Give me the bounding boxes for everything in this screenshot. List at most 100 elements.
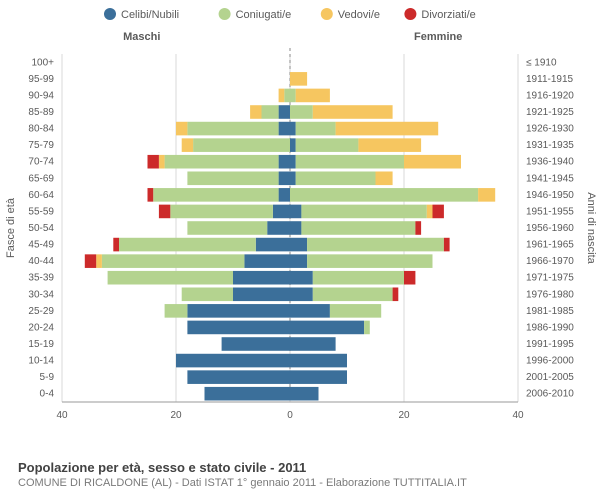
age-label: 85-89 (28, 107, 54, 118)
birth-label: 1921-1925 (526, 107, 574, 118)
bar-male (187, 171, 278, 185)
bar-female (404, 271, 415, 285)
bar-male (279, 188, 290, 202)
bar-female (296, 171, 376, 185)
right-axis-title: Anni di nascita (585, 192, 597, 264)
birth-label: ≤ 1910 (526, 57, 557, 68)
birth-label: 1946-1950 (526, 190, 574, 201)
birth-label: 1956-1960 (526, 223, 574, 234)
bar-female (290, 304, 330, 318)
bar-female (301, 221, 415, 235)
bar-female (404, 155, 461, 169)
bar-female (364, 321, 370, 335)
bar-female (290, 271, 313, 285)
bar-female (307, 254, 432, 268)
bar-male (159, 155, 165, 169)
age-label: 35-39 (28, 273, 54, 284)
male-header: Maschi (123, 31, 160, 43)
x-tick: 0 (287, 410, 293, 421)
bar-female (296, 122, 336, 136)
birth-label: 1931-1935 (526, 140, 574, 151)
age-label: 75-79 (28, 140, 54, 151)
birth-label: 1916-1920 (526, 90, 574, 101)
birth-label: 1941-1945 (526, 173, 574, 184)
age-label: 95-99 (28, 74, 54, 85)
bar-male (279, 122, 290, 136)
bar-female (290, 72, 307, 86)
bar-male (187, 221, 267, 235)
x-tick: 20 (398, 410, 410, 421)
bar-female (393, 287, 399, 301)
bar-male (148, 155, 159, 169)
age-label: 90-94 (28, 90, 54, 101)
age-label: 10-14 (28, 356, 54, 367)
left-axis-title: Fasce di età (5, 197, 17, 258)
bar-female (336, 122, 439, 136)
bar-male (113, 238, 119, 252)
bar-male (170, 205, 273, 219)
bar-male (85, 254, 96, 268)
bar-male (262, 105, 279, 119)
bar-female (290, 205, 301, 219)
age-label: 30-34 (28, 289, 54, 300)
birth-label: 1951-1955 (526, 206, 574, 217)
bar-female (376, 171, 393, 185)
bar-male (222, 337, 290, 351)
bar-female (290, 138, 296, 152)
bar-female (427, 205, 433, 219)
bar-female (290, 337, 336, 351)
bar-female (290, 354, 347, 368)
bar-female (358, 138, 421, 152)
birth-label: 1991-1995 (526, 339, 574, 350)
age-label: 65-69 (28, 173, 54, 184)
bar-female (313, 287, 393, 301)
bar-male (176, 122, 187, 136)
bar-male (205, 387, 291, 401)
bar-female (296, 89, 330, 103)
chart-subtitle: COMUNE DI RICALDONE (AL) - Dati ISTAT 1°… (0, 475, 600, 497)
x-tick: 40 (56, 410, 68, 421)
bar-male (279, 171, 290, 185)
bar-male (96, 254, 102, 268)
age-label: 5-9 (40, 372, 55, 383)
bar-male (182, 138, 193, 152)
bar-female (290, 188, 478, 202)
bar-male (119, 238, 256, 252)
bar-male (108, 271, 233, 285)
age-label: 55-59 (28, 206, 54, 217)
bar-male (182, 287, 233, 301)
bar-female (290, 238, 307, 252)
bar-male (165, 304, 188, 318)
bar-male (279, 89, 285, 103)
bar-male (153, 188, 278, 202)
bar-female (301, 205, 426, 219)
bar-male (284, 89, 290, 103)
age-label: 100+ (31, 57, 54, 68)
age-label: 70-74 (28, 157, 54, 168)
bar-female (296, 155, 404, 169)
population-pyramid-chart: Celibi/NubiliConiugati/eVedovi/eDivorzia… (0, 0, 600, 460)
bar-male (187, 370, 290, 384)
birth-label: 1996-2000 (526, 356, 574, 367)
birth-label: 1971-1975 (526, 273, 574, 284)
age-label: 0-4 (40, 389, 55, 400)
bar-male (279, 105, 290, 119)
chart-title: Popolazione per età, sesso e stato civil… (0, 460, 600, 475)
birth-label: 2006-2010 (526, 389, 574, 400)
legend-label: Celibi/Nubili (121, 9, 179, 21)
bar-male (244, 254, 290, 268)
age-label: 20-24 (28, 322, 54, 333)
bar-female (444, 238, 450, 252)
female-header: Femmine (414, 31, 462, 43)
age-label: 15-19 (28, 339, 54, 350)
age-label: 50-54 (28, 223, 54, 234)
bar-male (187, 122, 278, 136)
bar-female (290, 105, 313, 119)
bar-male (102, 254, 245, 268)
bar-male (165, 155, 279, 169)
birth-label: 1966-1970 (526, 256, 574, 267)
birth-label: 1981-1985 (526, 306, 574, 317)
x-tick: 40 (512, 410, 524, 421)
legend-label: Coniugati/e (236, 9, 292, 21)
bar-female (307, 238, 444, 252)
